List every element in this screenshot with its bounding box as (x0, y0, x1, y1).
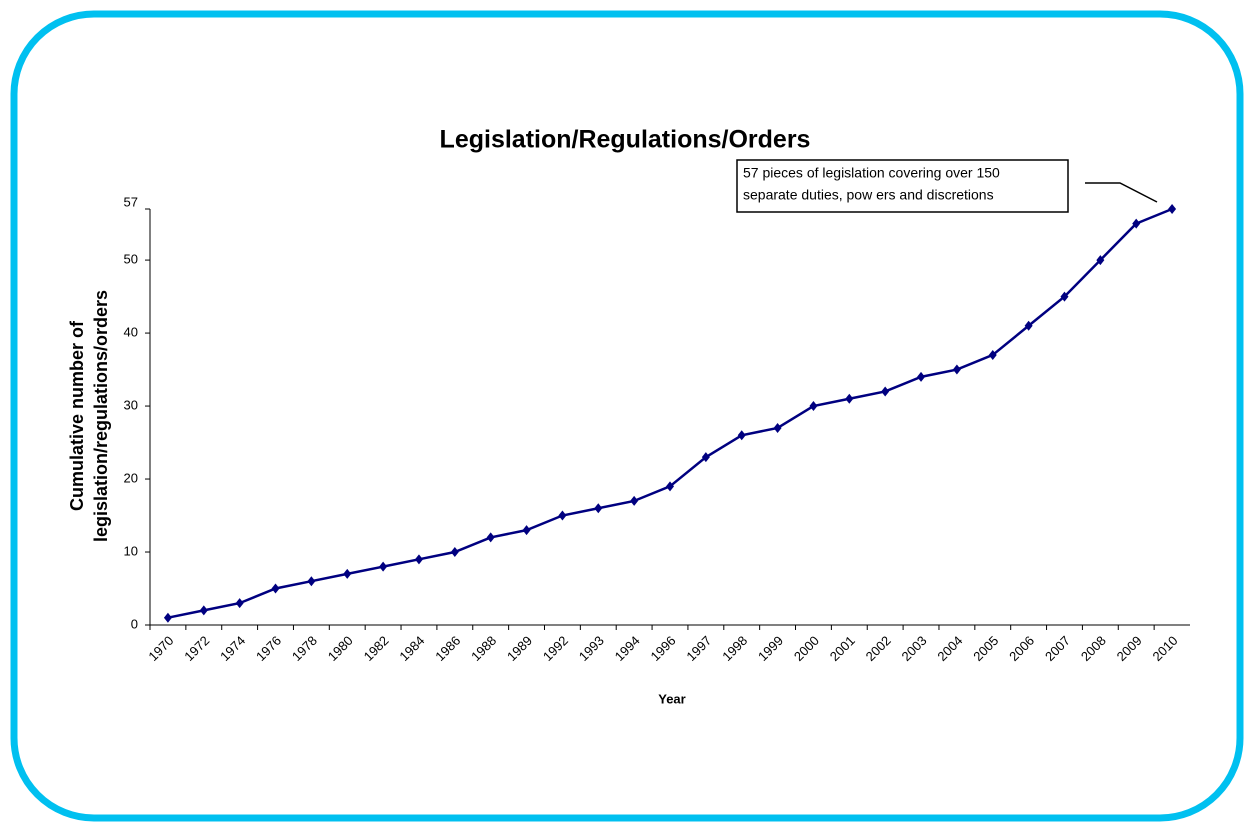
y-axis-label-line: legislation/regulations/orders (91, 290, 111, 542)
data-point (558, 510, 567, 521)
frame (10, 10, 1244, 822)
data-point (343, 568, 352, 579)
y-tick-label: 20 (124, 470, 138, 485)
y-axis-label-line: Cumulative number of (67, 320, 87, 511)
data-point (1096, 255, 1105, 266)
chart-title: Legislation/Regulations/Orders (440, 126, 811, 154)
annotation-text: separate duties, pow ers and discretions (743, 187, 994, 203)
data-point (701, 452, 710, 463)
data-point (199, 605, 208, 616)
data-point (845, 393, 854, 404)
data-point (988, 349, 997, 360)
data-point (666, 481, 674, 492)
data-point (1132, 218, 1141, 229)
y-tick-label: 10 (124, 543, 138, 558)
y-tick-label: 30 (124, 397, 138, 412)
data-point (773, 422, 782, 433)
data-point (522, 525, 531, 536)
data-point (1168, 204, 1177, 214)
data-point (235, 598, 244, 609)
data-point (271, 583, 280, 594)
data-point (450, 547, 459, 558)
y-tick-label: 40 (124, 325, 138, 340)
data-point (594, 503, 603, 514)
y-tick-label: 57 (124, 194, 138, 209)
y-axis-label: Cumulative number of legislation/regulat… (67, 290, 111, 542)
y-tick-label: 50 (124, 252, 138, 267)
data-point (307, 576, 316, 587)
annotation-text: 57 pieces of legislation covering over 1… (743, 165, 1000, 181)
data-point (917, 371, 926, 382)
data-point (1024, 320, 1033, 331)
y-tick-label: 0 (131, 616, 138, 631)
data-point (630, 495, 639, 506)
data-point (1060, 291, 1069, 302)
data-point (486, 532, 495, 543)
data-point (881, 386, 890, 397)
annotation-leader (1085, 182, 1158, 203)
data-point (414, 554, 423, 565)
x-axis-label: Year (658, 691, 685, 706)
data-point (379, 561, 388, 572)
data-point (737, 430, 746, 441)
annotation-box (736, 159, 1069, 213)
data-point (809, 401, 818, 412)
data-point (952, 364, 961, 375)
data-point (163, 612, 172, 623)
